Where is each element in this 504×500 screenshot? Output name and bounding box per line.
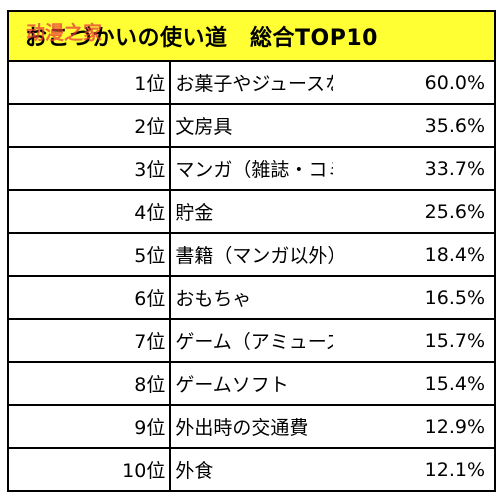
value-cell: 60.0% <box>332 60 497 105</box>
table-row: 5位 書籍（マンガ以外） 18.4% <box>6 232 497 277</box>
table-row: 8位 ゲームソフト 15.4% <box>6 361 497 406</box>
rank-cell: 6位 <box>6 275 172 320</box>
value-cell: 15.4% <box>332 361 497 406</box>
rank-cell: 8位 <box>6 361 172 406</box>
table-row: 10位 外食 12.1% <box>6 447 497 492</box>
title-row: おこづかいの使い道 総合TOP10 <box>7 10 496 62</box>
value-cell: 33.7% <box>332 146 497 191</box>
table-row: 9位 外出時の交通費 12.9% <box>6 404 497 449</box>
item-cell: マンガ（雑誌・コミック） <box>169 146 333 191</box>
value-cell: 16.5% <box>332 275 497 320</box>
table-row: 2位 文房具 35.6% <box>6 103 497 148</box>
rank-cell: 7位 <box>6 318 172 363</box>
rank-cell: 1位 <box>6 60 172 105</box>
item-cell: 文房具 <box>169 103 333 148</box>
rank-cell: 10位 <box>6 447 172 492</box>
value-cell: 35.6% <box>332 103 497 148</box>
rank-cell: 4位 <box>6 189 172 234</box>
value-cell: 25.6% <box>332 189 497 234</box>
table-row: 4位 貯金 25.6% <box>6 189 497 234</box>
item-cell: おもちゃ <box>169 275 333 320</box>
value-cell: 15.7% <box>332 318 497 363</box>
item-cell: 書籍（マンガ以外） <box>169 232 333 277</box>
ranking-table: おこづかいの使い道 総合TOP10 1位お菓子やジュースなどの飲食物60.0%2… <box>6 10 497 492</box>
value-cell: 18.4% <box>332 232 497 277</box>
table-row: 6位 おもちゃ 16.5% <box>6 275 497 320</box>
item-cell: お菓子やジュースなどの飲食物 <box>169 60 333 105</box>
value-cell: 12.1% <box>332 447 497 492</box>
value-cell: 12.9% <box>332 404 497 449</box>
rank-cell: 5位 <box>6 232 172 277</box>
item-cell: 貯金 <box>169 189 333 234</box>
item-cell: 外食 <box>169 447 333 492</box>
item-cell: ゲームソフト <box>169 361 333 406</box>
item-cell: ゲーム（アミューズメント施設内） <box>169 318 333 363</box>
rank-cell: 2位 <box>6 103 172 148</box>
rank-cell: 3位 <box>6 146 172 191</box>
item-cell: 外出時の交通費 <box>169 404 333 449</box>
table-row: 1位お菓子やジュースなどの飲食物60.0% <box>6 60 497 105</box>
rank-cell: 9位 <box>6 404 172 449</box>
ranking-table-body: おこづかいの使い道 総合TOP10 1位お菓子やジュースなどの飲食物60.0%2… <box>6 10 497 492</box>
chart-title: おこづかいの使い道 総合TOP10 <box>7 10 496 62</box>
